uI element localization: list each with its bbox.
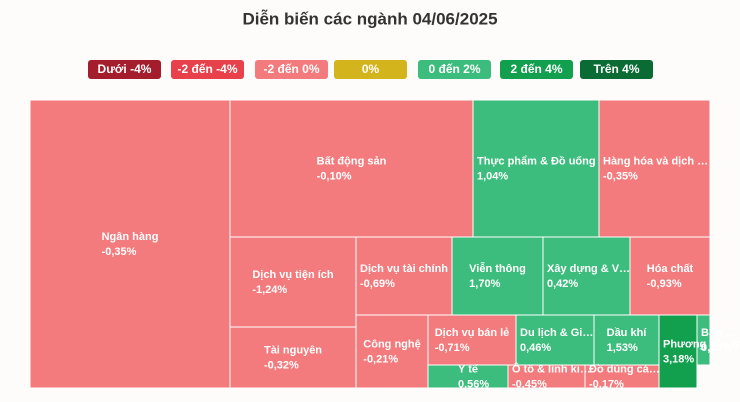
tile [629,236,711,316]
tile [427,314,517,366]
tile-value-label: -0,71% [435,342,470,354]
tile-name: Hàng hóa và dịch … [603,155,708,167]
legend-swatch [88,60,161,79]
tile-labels: Ngân hàng -0,35% Bất động sản -0,10% Thực ph… [102,155,740,390]
tile-name: Bất động sản [317,155,387,167]
legend: Dưới -4% -2 đến -4% -2 đến 0% 0% 0 đến 2% 2 đ… [88,60,653,79]
treemap [29,99,711,389]
tile-name: Du lịch & Gi… [520,327,593,339]
legend-swatch [171,60,244,79]
tile-value-label: -0,45% [512,378,547,390]
tile-value-label: -0,69% [360,278,395,290]
tile-value-label: 1,70% [469,278,500,290]
tile-name: Viễn thông [469,262,526,275]
legend-swatch [418,60,491,79]
legend-label: 0% [362,62,380,76]
tile [229,236,357,328]
legend-label: -2 đến 0% [263,62,319,76]
tile-name: Ô tô & linh ki… [512,362,591,375]
tile-value-label: -0,17% [589,378,624,390]
tile [696,314,711,366]
tile [598,99,711,238]
tile-name: Dịch vụ tài chính [360,263,448,275]
tile-value-label: 0,56% [458,378,489,390]
tile [229,326,357,389]
legend-swatch [580,60,653,79]
tile [229,99,474,238]
tile [355,314,429,389]
tile [29,99,231,389]
tile-value-label: -0,35% [102,246,137,258]
tile-name: Dịch vụ tiện ích [252,269,334,281]
legend-label: -2 đến -4% [177,62,237,76]
legend-label: 0 đến 2% [428,62,480,76]
tile [355,236,453,316]
tile [515,314,595,366]
tile-name: Hóa chất [647,263,694,275]
tile-value-label: 0,42% [547,278,578,290]
tile-value-label: -0,32% [264,359,299,371]
tile-value-label: 0,63% [701,342,732,354]
tile-name: Dầu khí [607,327,648,339]
tile [584,364,660,389]
tile [472,99,600,238]
tile-value-label: -0,10% [317,170,352,182]
tile-value-label: 1,04% [477,170,508,182]
legend-label: Dưới -4% [98,62,152,76]
tile-name: Ngân hàng [102,231,159,243]
tile-name: Y tế [458,363,479,375]
tile-value-label: -1,24% [252,284,287,296]
legend-swatch [255,60,328,79]
tile-name: Công nghệ [363,338,420,350]
tile [658,314,698,389]
tile [542,236,631,316]
tile-name: Thực phẩm & Đồ uống [477,155,596,167]
legend-label: 2 đến 4% [510,62,562,76]
tile-name: Xây dựng & V… [547,263,630,275]
legend-label: Trên 4% [593,62,639,76]
tile-value-label: 0,46% [520,342,551,354]
tile [451,236,544,316]
tile-name: Dịch vụ bán lẻ [435,327,510,339]
tile-value-label: 1,53% [607,342,638,354]
tile [593,314,660,366]
tile-value-label: -0,35% [603,170,638,182]
legend-swatch [334,60,407,79]
tile-name: Đồ dùng cá… [589,363,660,375]
tile-value-label: -0,93% [647,278,682,290]
legend-swatch [500,60,573,79]
chart-title: Diễn biến các ngành 04/06/2025 [242,9,497,28]
tile-value-label: 3,18% [663,353,694,365]
tile-name: Bảo … [701,327,736,339]
tile-name: Tài nguyên [264,344,322,356]
tile-name: Phương tiện truyền thông [663,338,740,350]
tile-value-label: -0,21% [363,353,398,365]
